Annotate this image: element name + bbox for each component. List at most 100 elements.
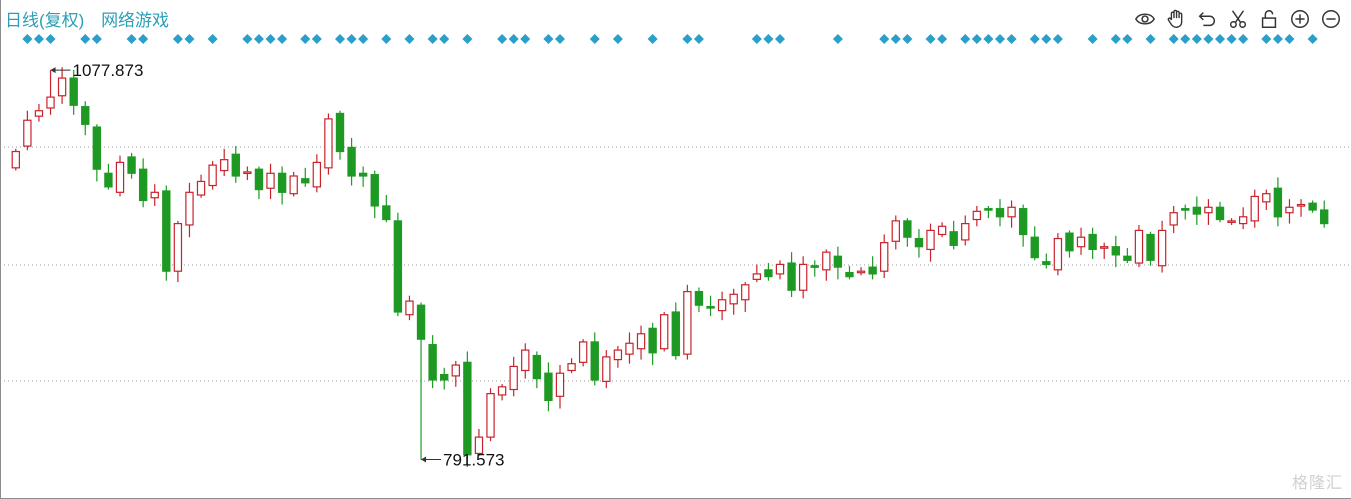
candle xyxy=(416,302,426,460)
event-marker[interactable] xyxy=(682,34,693,44)
event-marker[interactable] xyxy=(207,34,218,44)
event-marker[interactable] xyxy=(381,34,392,44)
candle xyxy=(972,205,982,227)
event-marker[interactable] xyxy=(1122,34,1133,44)
event-marker[interactable] xyxy=(1180,34,1191,44)
candle xyxy=(995,199,1005,227)
eye-icon[interactable] xyxy=(1133,7,1157,31)
event-marker[interactable] xyxy=(960,34,971,44)
event-marker[interactable] xyxy=(983,34,994,44)
event-marker[interactable] xyxy=(1052,34,1063,44)
event-marker[interactable] xyxy=(184,34,195,44)
event-marker[interactable] xyxy=(751,34,762,44)
hand-icon[interactable] xyxy=(1164,7,1188,31)
candle xyxy=(683,284,692,360)
event-marker[interactable] xyxy=(311,34,322,44)
event-marker[interactable] xyxy=(462,34,473,44)
event-marker[interactable] xyxy=(138,34,149,44)
candle xyxy=(1204,199,1213,225)
candle xyxy=(949,220,958,250)
event-marker[interactable] xyxy=(890,34,901,44)
event-marker[interactable] xyxy=(1284,34,1295,44)
candle xyxy=(138,158,148,208)
event-marker[interactable] xyxy=(1272,34,1283,44)
event-marker[interactable] xyxy=(693,34,704,44)
event-marker[interactable] xyxy=(346,34,357,44)
event-marker[interactable] xyxy=(555,34,565,44)
event-marker[interactable] xyxy=(647,34,658,44)
candle xyxy=(428,335,437,389)
event-marker[interactable] xyxy=(1261,34,1272,44)
event-marker[interactable] xyxy=(497,34,508,44)
event-marker[interactable] xyxy=(265,34,276,44)
candle xyxy=(891,215,900,250)
event-marker[interactable] xyxy=(242,34,253,44)
event-marker[interactable] xyxy=(404,34,415,44)
event-marker[interactable] xyxy=(1238,34,1249,44)
event-marker[interactable] xyxy=(775,34,785,44)
event-marker[interactable] xyxy=(126,34,137,44)
event-marker[interactable] xyxy=(925,34,936,44)
candle xyxy=(11,148,20,171)
event-marker[interactable] xyxy=(45,34,56,44)
event-marker[interactable] xyxy=(612,34,623,44)
zoom-out-icon[interactable] xyxy=(1319,7,1343,31)
candle xyxy=(717,291,727,321)
candle xyxy=(81,101,90,136)
event-marker[interactable] xyxy=(33,34,44,44)
event-marker[interactable] xyxy=(1203,34,1214,44)
event-marker[interactable] xyxy=(995,34,1005,44)
event-marker[interactable] xyxy=(1110,34,1121,44)
candle xyxy=(613,346,623,368)
event-marker[interactable] xyxy=(763,34,774,44)
event-marker[interactable] xyxy=(589,34,600,44)
scissors-icon[interactable] xyxy=(1226,7,1250,31)
event-marker[interactable] xyxy=(543,34,554,44)
candle xyxy=(231,146,240,183)
event-marker[interactable] xyxy=(335,34,345,44)
event-marker[interactable] xyxy=(277,34,288,44)
candle xyxy=(301,167,310,187)
candle xyxy=(34,103,44,122)
event-marker[interactable] xyxy=(937,34,948,44)
event-marker[interactable] xyxy=(520,34,531,44)
candle xyxy=(555,365,565,409)
candle xyxy=(1134,224,1144,268)
event-marker[interactable] xyxy=(1215,34,1225,44)
candle xyxy=(1088,227,1097,259)
event-marker[interactable] xyxy=(1087,34,1098,44)
event-marker[interactable] xyxy=(1191,34,1202,44)
event-marker[interactable] xyxy=(971,34,982,44)
event-marker[interactable] xyxy=(439,34,450,44)
event-marker[interactable] xyxy=(22,34,33,44)
annotation-label-max: 1077.873 xyxy=(73,61,144,80)
event-marker[interactable] xyxy=(300,34,311,44)
event-marker[interactable] xyxy=(879,34,890,44)
event-marker[interactable] xyxy=(1029,34,1040,44)
candle xyxy=(440,367,449,390)
event-marker[interactable] xyxy=(172,34,183,44)
event-marker[interactable] xyxy=(508,34,519,44)
event-marker[interactable] xyxy=(902,34,913,44)
event-marker[interactable] xyxy=(91,34,102,44)
period-label[interactable]: 日线(复权) xyxy=(5,11,85,30)
event-marker[interactable] xyxy=(253,34,264,44)
event-marker[interactable] xyxy=(1226,34,1237,44)
zoom-in-icon[interactable] xyxy=(1288,7,1312,31)
candle xyxy=(1215,201,1225,223)
undo-icon[interactable] xyxy=(1195,7,1219,31)
event-marker[interactable] xyxy=(80,34,91,44)
event-marker[interactable] xyxy=(832,34,843,44)
candle xyxy=(92,124,102,182)
lock-icon[interactable] xyxy=(1257,7,1281,31)
candle xyxy=(1065,230,1074,258)
event-marker[interactable] xyxy=(1168,34,1179,44)
candle xyxy=(578,339,588,367)
event-marker[interactable] xyxy=(1307,34,1318,44)
event-marker[interactable] xyxy=(1006,34,1017,44)
candle xyxy=(880,234,889,278)
event-marker[interactable] xyxy=(1145,34,1156,44)
event-marker[interactable] xyxy=(1041,34,1052,44)
event-marker[interactable] xyxy=(427,34,438,44)
event-marker[interactable] xyxy=(358,34,369,44)
